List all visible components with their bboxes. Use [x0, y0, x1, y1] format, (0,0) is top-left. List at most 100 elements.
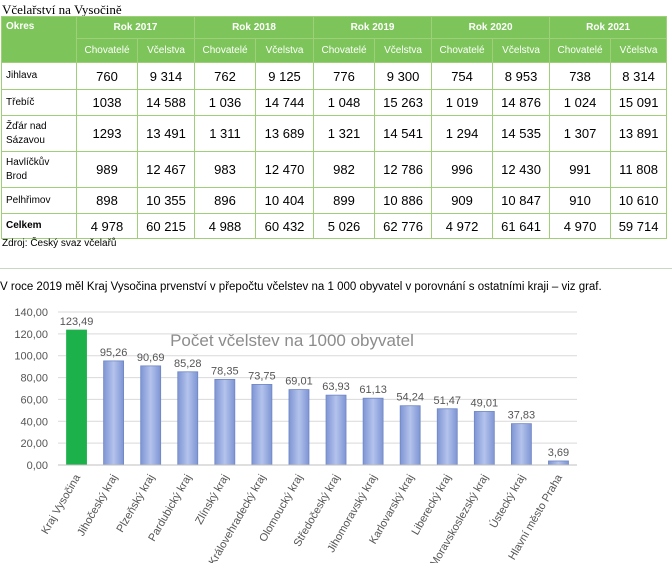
sub-header-chovatele: Chovatelé [76, 38, 138, 63]
x-category-label: Ústecký kraj [487, 472, 528, 530]
data-label: 51,47 [433, 395, 461, 407]
cell-vcelstva: 13 491 [136, 115, 196, 152]
district-name: Třebíč [1, 89, 77, 116]
divider [0, 268, 672, 269]
cell-vcelstva: 60 432 [255, 213, 315, 239]
y-tick-label: 100,00 [14, 351, 48, 363]
data-label: 95,26 [100, 347, 128, 359]
bar [399, 405, 421, 466]
cell-chovatele: 4 972 [431, 213, 494, 239]
cell-vcelstva: 8 314 [610, 62, 668, 90]
bar [362, 397, 384, 466]
cell-chovatele: 1 321 [313, 115, 376, 152]
cell-vcelstva: 9 125 [255, 62, 315, 90]
cell-chovatele: 996 [431, 151, 494, 188]
sub-header-chovatele: Chovatelé [194, 38, 257, 63]
data-label: 123,49 [60, 316, 94, 328]
sub-header-vcelstva: Včelstva [492, 38, 551, 63]
data-label: 73,75 [248, 370, 276, 382]
y-tick-label: 120,00 [14, 329, 48, 341]
cell-vcelstva: 9 314 [136, 62, 196, 90]
bar [325, 394, 347, 466]
cell-chovatele: 1 019 [431, 89, 494, 116]
data-label: 37,83 [508, 410, 536, 422]
cell-chovatele: 1038 [76, 89, 138, 116]
source-note: Zdroj: Český svaz včelařů [2, 238, 117, 249]
sub-header-chovatele: Chovatelé [313, 38, 376, 63]
cell-vcelstva: 14 744 [255, 89, 315, 116]
body-sentence: V roce 2019 měl Kraj Vysočina prvenství … [0, 281, 602, 293]
bar [140, 365, 162, 466]
cell-chovatele: 1 036 [194, 89, 257, 116]
cell-chovatele: 982 [313, 151, 376, 188]
x-category-label: Plzeňský kraj [114, 473, 157, 535]
district-name: Celkem [1, 213, 77, 239]
cell-vcelstva: 14 535 [492, 115, 551, 152]
table-row: Třebíč 1038 14 588 1 036 14 744 1 048 15 263 1 … [1, 89, 668, 116]
cell-chovatele: 1 307 [549, 115, 612, 152]
sub-header-vcelstva: Včelstva [374, 38, 433, 63]
cell-vcelstva: 15 263 [374, 89, 433, 116]
y-tick-label: 0,00 [27, 460, 48, 472]
y-tick-label: 20,00 [20, 438, 48, 450]
table-row: Pelhřimov 898 10 355 896 10 404 899 10 886 909 1… [1, 187, 668, 214]
y-tick-label: 60,00 [20, 394, 48, 406]
cell-chovatele: 4 970 [549, 213, 612, 239]
bar [436, 408, 458, 466]
cell-vcelstva: 10 847 [492, 187, 551, 214]
cell-vcelstva: 10 404 [255, 187, 315, 214]
cell-chovatele: 4 978 [76, 213, 138, 239]
data-label: 90,69 [137, 352, 165, 364]
year-header: Rok 2019 [313, 16, 433, 39]
cell-vcelstva: 11 808 [610, 151, 668, 188]
sub-header-chovatele: Chovatelé [549, 38, 612, 63]
sub-header-chovatele: Chovatelé [431, 38, 494, 63]
cell-vcelstva: 12 467 [136, 151, 196, 188]
cell-vcelstva: 60 215 [136, 213, 196, 239]
cell-vcelstva: 14 588 [136, 89, 196, 116]
cell-vcelstva: 59 714 [610, 213, 668, 239]
cell-vcelstva: 61 641 [492, 213, 551, 239]
y-tick-label: 80,00 [20, 373, 48, 385]
bar [214, 378, 236, 466]
data-label: 54,24 [396, 392, 424, 404]
cell-vcelstva: 13 891 [610, 115, 668, 152]
cell-vcelstva: 12 786 [374, 151, 433, 188]
bar-chart: 0,00 20,00 40,00 60,00 80,00 100,00 120,00 140,… [14, 307, 577, 563]
cell-chovatele: 991 [549, 151, 612, 188]
page-title: Včelařství na Vysočině [2, 2, 122, 17]
cell-chovatele: 1293 [76, 115, 138, 152]
table-row: Žďár nad Sázavou 1293 13 491 1 311 13 689 1 3… [1, 115, 668, 152]
cell-chovatele: 1 294 [431, 115, 494, 152]
data-label: 3,69 [548, 447, 569, 459]
cell-vcelstva: 13 689 [255, 115, 315, 152]
bar [548, 460, 569, 466]
table-row: Havlíčkův Brod 989 12 467 983 12 470 982 12 78… [1, 151, 668, 188]
cell-vcelstva: 14 876 [492, 89, 551, 116]
cell-vcelstva: 10 610 [610, 187, 668, 214]
cell-chovatele: 4 988 [194, 213, 257, 239]
cell-chovatele: 983 [194, 151, 257, 188]
data-label: 85,28 [174, 358, 202, 370]
cell-chovatele: 1 048 [313, 89, 376, 116]
y-tick-label: 40,00 [20, 416, 48, 428]
cell-vcelstva: 10 886 [374, 187, 433, 214]
cell-chovatele: 760 [76, 62, 138, 90]
cell-vcelstva: 12 470 [255, 151, 315, 188]
year-header: Rok 2017 [75, 16, 196, 39]
cell-chovatele: 896 [194, 187, 257, 214]
okres-header: Okres [1, 16, 77, 63]
bar [288, 389, 310, 466]
cell-chovatele: 754 [431, 62, 494, 90]
cell-vcelstva: 12 430 [492, 151, 551, 188]
sub-header-vcelstva: Včelstva [610, 38, 668, 63]
year-header: Rok 2018 [194, 16, 315, 39]
cell-vcelstva: 15 091 [610, 89, 668, 116]
cell-chovatele: 738 [549, 62, 612, 90]
y-tick-label: 140,00 [14, 307, 48, 319]
cell-vcelstva: 9 300 [374, 62, 433, 90]
cell-chovatele: 910 [549, 187, 612, 214]
cell-chovatele: 1 024 [549, 89, 612, 116]
bar [251, 384, 273, 466]
district-name: Pelhřimov [1, 187, 77, 214]
